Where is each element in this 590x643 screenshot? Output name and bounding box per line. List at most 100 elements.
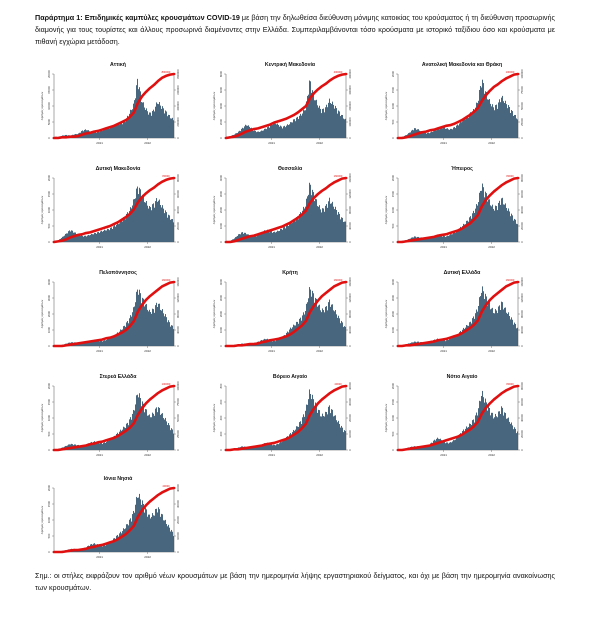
daily-cases-bar (125, 122, 126, 138)
y-tick-label: 0 (219, 241, 223, 243)
daily-cases-bar (468, 325, 469, 346)
region-chart-title: Ήπειρος (451, 166, 473, 172)
daily-cases-bar (253, 447, 254, 450)
daily-cases-bar (429, 444, 430, 450)
daily-cases-bar (147, 309, 148, 346)
daily-cases-bar (156, 198, 157, 242)
daily-cases-bar (339, 424, 340, 450)
daily-cases-bar (129, 519, 130, 552)
region-chart-title: Δυτική Μακεδονία (95, 166, 141, 172)
daily-cases-bar (144, 306, 145, 346)
daily-cases-bar (517, 431, 518, 450)
daily-cases-bar (278, 339, 279, 346)
daily-cases-bar (104, 229, 105, 242)
daily-cases-bar (425, 132, 426, 138)
daily-cases-bar (501, 97, 502, 138)
daily-cases-bar (269, 340, 270, 346)
daily-cases-bar (491, 308, 492, 346)
y-tick-label: 2000 (47, 310, 51, 317)
daily-cases-bar (319, 105, 320, 138)
daily-cases-bar (309, 182, 310, 242)
daily-cases-bar (271, 231, 272, 242)
daily-cases-bar (263, 231, 264, 242)
daily-cases-bar (140, 293, 141, 346)
daily-cases-bar (470, 423, 471, 450)
daily-cases-bar (117, 123, 118, 138)
daily-cases-bar (465, 119, 466, 138)
daily-cases-bar (156, 508, 157, 552)
cumulative-end-label: 160000 (162, 278, 171, 282)
daily-cases-bar (158, 200, 159, 242)
daily-cases-bar (454, 127, 455, 138)
daily-cases-bar (481, 87, 482, 138)
daily-cases-bar (271, 340, 272, 346)
region-chart: Κρήτη 0 1000 2000 3000 4000 0 40000 80000 120000 1… (210, 270, 370, 368)
y-axis-label: Αριθμός κρουσμάτων (40, 91, 44, 120)
daily-cases-bar (310, 184, 311, 242)
daily-cases-bar (336, 210, 337, 242)
daily-cases-bar (162, 514, 163, 552)
daily-cases-bar (333, 310, 334, 346)
daily-cases-bar (97, 544, 98, 552)
daily-cases-bar (471, 114, 472, 138)
daily-cases-bar (114, 124, 115, 138)
daily-cases-bar (302, 113, 303, 138)
daily-cases-bar (296, 117, 297, 138)
y-tick-label: 1000 (391, 206, 395, 213)
daily-cases-bar (136, 188, 137, 242)
daily-cases-bar (129, 318, 130, 346)
daily-cases-bar (451, 338, 452, 346)
daily-cases-bar (99, 443, 100, 450)
daily-cases-bar (303, 109, 304, 138)
daily-cases-bar (134, 100, 135, 138)
daily-cases-bar (498, 202, 499, 242)
daily-cases-bar (142, 194, 143, 242)
daily-cases-bar (503, 101, 504, 138)
daily-cases-bar (477, 415, 478, 450)
daily-cases-bar (165, 314, 166, 346)
y-axis-label: Αριθμός κρουσμάτων (40, 195, 44, 224)
daily-cases-bar (273, 340, 274, 346)
x-tick-label: 2021 (440, 245, 447, 249)
daily-cases-bar (505, 307, 506, 346)
y2-tick-label: 200000 (348, 101, 352, 111)
daily-cases-bar (162, 106, 163, 138)
daily-cases-bar (452, 441, 453, 450)
daily-cases-bar (340, 219, 341, 242)
daily-cases-bar (438, 339, 439, 346)
daily-cases-bar (137, 186, 138, 242)
daily-cases-bar (124, 529, 125, 552)
daily-cases-bar (478, 305, 479, 346)
daily-cases-bar (516, 433, 517, 450)
daily-cases-bar (166, 317, 167, 346)
region-chart: Ανατολική Μακεδονία και Θράκη 0 500 1000 150… (382, 62, 542, 160)
daily-cases-bar (515, 323, 516, 346)
daily-cases-bar (68, 231, 69, 242)
daily-cases-bar (323, 208, 324, 242)
x-tick-label: 2022 (316, 453, 323, 457)
y-axis-label: Αριθμός κρουσμάτων (212, 195, 216, 224)
daily-cases-bar (492, 307, 493, 346)
daily-cases-bar (137, 497, 138, 552)
y-tick-label: 4000 (219, 174, 223, 181)
daily-cases-bar (459, 434, 460, 450)
daily-cases-bar (113, 538, 114, 552)
daily-cases-bar (440, 127, 441, 138)
y-axis-label: Αριθμός κρουσμάτων (384, 299, 388, 328)
daily-cases-bar (93, 234, 94, 242)
daily-cases-bar (84, 444, 85, 450)
daily-cases-bar (101, 340, 102, 346)
y-tick-label: 1500 (391, 86, 395, 93)
daily-cases-bar (493, 107, 494, 138)
daily-cases-bar (121, 329, 122, 346)
daily-cases-bar (289, 434, 290, 450)
y-tick-label: 0 (219, 345, 223, 347)
daily-cases-bar (97, 340, 98, 346)
daily-cases-bar (92, 234, 93, 242)
daily-cases-bar (147, 111, 148, 138)
y-tick-label: 1500 (47, 190, 51, 197)
daily-cases-bar (494, 110, 495, 138)
daily-cases-bar (489, 199, 490, 242)
daily-cases-bar (157, 103, 158, 138)
y2-tick-label: 120000 (176, 293, 180, 303)
